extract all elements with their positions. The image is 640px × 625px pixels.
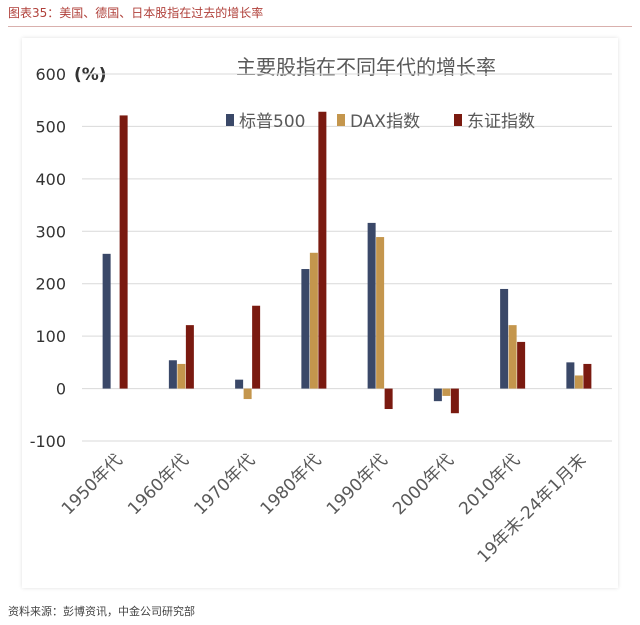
bar	[450, 388, 459, 414]
y-tick-label: 400	[35, 170, 66, 189]
y-tick-label: -100	[30, 432, 66, 451]
bar	[318, 111, 327, 389]
bars	[102, 111, 592, 414]
bar	[177, 363, 186, 389]
y-tick-label: 0	[56, 380, 66, 399]
bar	[102, 253, 111, 389]
bar	[235, 379, 244, 389]
y-tick-label: 300	[35, 222, 66, 241]
bar	[500, 288, 509, 389]
bar	[566, 362, 575, 389]
bar	[119, 115, 128, 389]
figure-caption: 图表35：美国、德国、日本股指在过去的增长率	[8, 6, 264, 20]
bar	[168, 360, 177, 389]
legend-swatch	[454, 114, 462, 126]
x-axis-ticks: 1950年代1960年代1970年代1980年代1990年代2000年代2010…	[58, 450, 591, 567]
bar	[252, 305, 261, 389]
x-tick-label: 2010年代	[455, 450, 524, 519]
x-tick-label: 1950年代	[58, 450, 127, 519]
x-tick-label: 1970年代	[190, 450, 259, 519]
bar	[574, 375, 583, 389]
legend-label: DAX指数	[350, 112, 420, 132]
x-tick-label: 1960年代	[124, 450, 193, 519]
x-tick-label: 1980年代	[257, 450, 326, 519]
bar	[583, 363, 592, 389]
bar	[243, 388, 252, 400]
x-tick-label: 2000年代	[389, 450, 458, 519]
legend-label: 东证指数	[467, 112, 535, 132]
bar	[517, 341, 526, 389]
bar	[442, 388, 451, 396]
bar	[433, 388, 442, 402]
legend-label: 标普500	[239, 112, 305, 132]
y-tick-label: 200	[35, 275, 66, 294]
y-tick-label: 100	[35, 327, 66, 346]
bar	[185, 325, 194, 389]
x-tick-label: 1990年代	[323, 450, 392, 519]
y-tick-label: 600	[35, 65, 66, 84]
bar	[376, 237, 385, 389]
chart-title: 主要股指在不同年代的增长率	[236, 55, 496, 79]
y-tick-label: 500	[35, 117, 66, 136]
legend-swatch	[337, 114, 345, 126]
bar	[384, 388, 393, 410]
legend-swatch	[226, 114, 234, 126]
caption-divider	[8, 26, 632, 27]
y-axis-ticks: 600 500 400 300 200 100 0 -100	[30, 65, 66, 451]
bar	[309, 252, 318, 389]
source-note: 资料来源：彭博资讯，中金公司研究部	[8, 605, 195, 618]
legend: 标普500 DAX指数 东证指数	[226, 112, 535, 132]
bar	[508, 325, 517, 389]
bar	[301, 269, 310, 389]
y-axis-unit: (%)	[74, 65, 107, 85]
bar	[367, 222, 376, 389]
